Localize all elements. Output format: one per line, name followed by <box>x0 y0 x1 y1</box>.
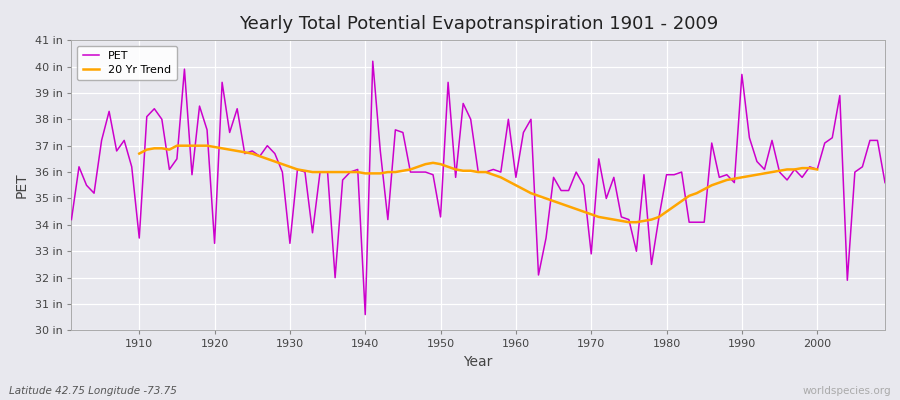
20 Yr Trend <box>533 194 544 198</box>
PET <box>518 130 529 135</box>
20 Yr Trend <box>172 143 183 148</box>
20 Yr Trend <box>624 220 634 225</box>
20 Yr Trend <box>134 151 145 156</box>
20 Yr Trend <box>224 147 235 152</box>
20 Yr Trend <box>812 167 823 172</box>
PET <box>879 180 890 185</box>
PET <box>338 178 348 182</box>
X-axis label: Year: Year <box>464 355 493 369</box>
20 Yr Trend <box>805 166 815 170</box>
Text: worldspecies.org: worldspecies.org <box>803 386 891 396</box>
Line: 20 Yr Trend: 20 Yr Trend <box>140 146 817 222</box>
PET <box>126 164 137 169</box>
Legend: PET, 20 Yr Trend: PET, 20 Yr Trend <box>77 46 176 80</box>
Text: Latitude 42.75 Longitude -73.75: Latitude 42.75 Longitude -73.75 <box>9 386 177 396</box>
Line: PET: PET <box>71 61 885 314</box>
PET <box>526 117 536 122</box>
20 Yr Trend <box>315 170 326 174</box>
Y-axis label: PET: PET <box>15 172 29 198</box>
Title: Yearly Total Potential Evapotranspiration 1901 - 2009: Yearly Total Potential Evapotranspiratio… <box>238 15 718 33</box>
20 Yr Trend <box>722 178 733 182</box>
PET <box>360 312 371 317</box>
20 Yr Trend <box>300 168 310 173</box>
PET <box>616 214 626 219</box>
PET <box>367 59 378 64</box>
PET <box>292 167 302 172</box>
PET <box>66 217 77 222</box>
